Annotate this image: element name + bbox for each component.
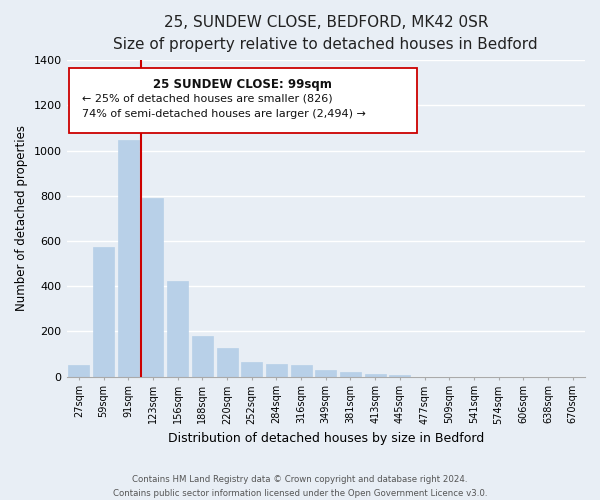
Bar	[217, 348, 238, 376]
Bar	[266, 364, 287, 376]
Bar	[118, 140, 139, 376]
Bar	[142, 198, 163, 376]
Bar	[315, 370, 336, 376]
Bar	[365, 374, 386, 376]
Title: 25, SUNDEW CLOSE, BEDFORD, MK42 0SR
Size of property relative to detached houses: 25, SUNDEW CLOSE, BEDFORD, MK42 0SR Size…	[113, 15, 538, 52]
Bar	[290, 365, 311, 376]
Bar	[192, 336, 213, 376]
Bar	[68, 365, 89, 376]
Text: ← 25% of detached houses are smaller (826): ← 25% of detached houses are smaller (82…	[82, 94, 333, 104]
Text: Contains HM Land Registry data © Crown copyright and database right 2024.
Contai: Contains HM Land Registry data © Crown c…	[113, 476, 487, 498]
Bar	[93, 246, 114, 376]
Text: 74% of semi-detached houses are larger (2,494) →: 74% of semi-detached houses are larger (…	[82, 110, 366, 120]
Bar	[167, 280, 188, 376]
Text: 25 SUNDEW CLOSE: 99sqm: 25 SUNDEW CLOSE: 99sqm	[154, 78, 332, 90]
Bar	[241, 362, 262, 376]
FancyBboxPatch shape	[69, 68, 416, 133]
Bar	[340, 372, 361, 376]
Y-axis label: Number of detached properties: Number of detached properties	[15, 126, 28, 312]
X-axis label: Distribution of detached houses by size in Bedford: Distribution of detached houses by size …	[167, 432, 484, 445]
